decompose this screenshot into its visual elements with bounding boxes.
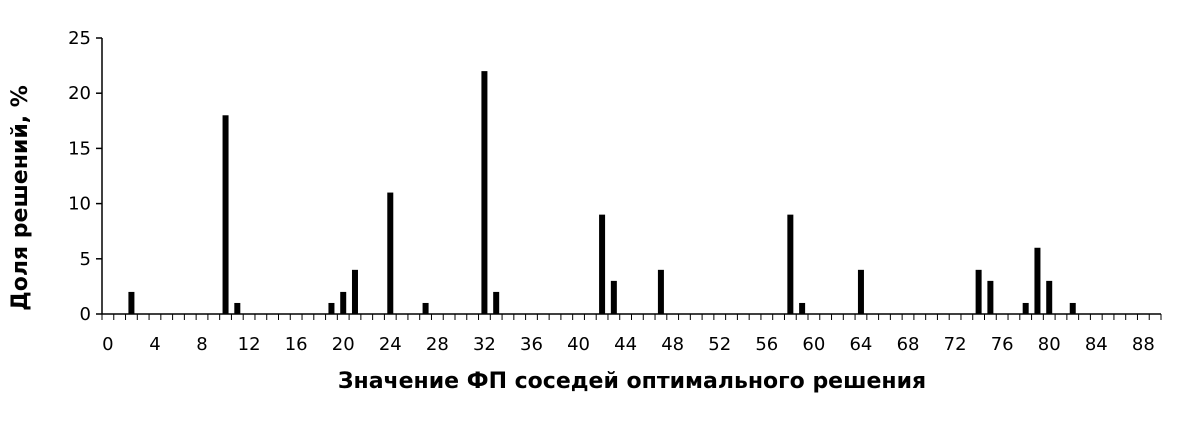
bar [610,280,617,314]
x-tick-label: 28 [426,334,449,355]
y-tick-label: 15 [68,138,91,159]
x-tick-label: 80 [1038,334,1061,355]
bar [1022,302,1029,314]
bar [975,269,982,314]
x-tick-label: 84 [1085,334,1108,355]
x-tick-label: 72 [944,334,967,355]
bar [222,115,229,314]
bar [128,291,135,314]
bar [1046,280,1053,314]
bar [351,269,358,314]
y-tick-label: 20 [68,83,91,104]
x-tick-label: 32 [473,334,496,355]
x-tick-label: 52 [708,334,731,355]
x-tick-label: 20 [332,334,355,355]
x-axis-title: Значение ФП соседей оптимального решения [338,369,926,394]
x-tick-label: 36 [520,334,543,355]
x-tick-label: 12 [238,334,261,355]
x-tick-label: 0 [102,334,113,355]
bar [787,214,794,314]
bar [234,302,241,314]
bar [493,291,500,314]
x-tick-label: 24 [379,334,402,355]
bar [340,291,347,314]
bar [599,214,606,314]
bar [328,302,335,314]
y-tick-label: 0 [80,304,91,325]
x-tick-label: 88 [1132,334,1155,355]
bar [481,71,488,315]
bar [987,280,994,314]
bar [799,302,806,314]
bar [422,302,429,314]
x-tick-label: 68 [897,334,920,355]
x-tick-label: 44 [614,334,637,355]
x-tick-label: 64 [849,334,872,355]
x-tick-label: 48 [661,334,684,355]
bar [1069,302,1076,314]
x-tick-label: 4 [149,334,160,355]
y-axis-ticks: 0 5 10 15 20 25 [68,28,102,325]
y-axis-title: Доля решений, % [8,85,33,311]
x-tick-label: 76 [991,334,1014,355]
x-tick-label: 8 [196,334,207,355]
x-axis-ticks: 0 4 8 12 16 20 24 28 32 36 40 44 48 52 56 60 64 68 72 76 80 8… [101,314,1162,355]
bar [1034,247,1041,314]
x-tick-label: 16 [285,334,308,355]
bars [128,71,1076,315]
x-tick-label: 60 [802,334,825,355]
y-tick-label: 5 [80,249,91,270]
y-tick-label: 25 [68,28,91,49]
bar [857,269,864,314]
bar [657,269,664,314]
x-tick-label: 40 [567,334,590,355]
bar [387,192,394,314]
y-tick-label: 10 [68,194,91,215]
x-tick-label: 56 [755,334,778,355]
